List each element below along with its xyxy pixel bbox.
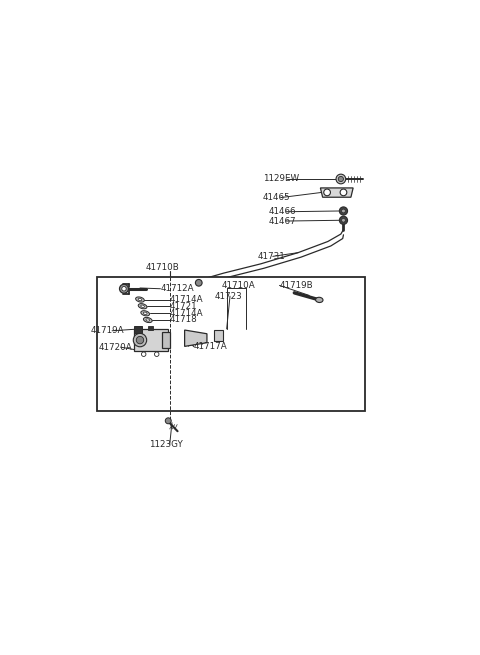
Text: 41466: 41466 xyxy=(268,207,296,216)
Text: 41718: 41718 xyxy=(170,316,197,324)
Text: 41710A: 41710A xyxy=(222,281,255,290)
Polygon shape xyxy=(185,330,207,346)
Ellipse shape xyxy=(141,305,144,307)
Text: 41714A: 41714A xyxy=(170,309,204,318)
Text: 41467: 41467 xyxy=(268,217,296,225)
Circle shape xyxy=(339,207,348,215)
Ellipse shape xyxy=(144,318,152,323)
Text: 41714A: 41714A xyxy=(170,295,204,304)
Bar xyxy=(134,329,168,351)
Circle shape xyxy=(155,352,159,356)
Ellipse shape xyxy=(146,319,150,321)
Bar xyxy=(148,326,154,330)
Circle shape xyxy=(122,286,126,291)
Circle shape xyxy=(120,284,129,293)
Ellipse shape xyxy=(136,297,144,302)
Ellipse shape xyxy=(144,312,147,314)
Text: 41720A: 41720A xyxy=(99,343,133,352)
Text: 41719B: 41719B xyxy=(279,281,313,290)
Ellipse shape xyxy=(138,298,142,301)
Circle shape xyxy=(338,176,344,181)
Text: 41731: 41731 xyxy=(257,252,285,261)
Text: 1129EW: 1129EW xyxy=(263,174,299,183)
Bar xyxy=(162,332,170,348)
Text: 41710B: 41710B xyxy=(145,263,180,272)
Circle shape xyxy=(195,280,202,286)
Ellipse shape xyxy=(141,310,150,316)
Circle shape xyxy=(133,333,147,346)
Text: 41723: 41723 xyxy=(215,291,242,301)
Text: 41717A: 41717A xyxy=(194,343,228,351)
Bar xyxy=(214,330,223,341)
Text: 41465: 41465 xyxy=(263,193,290,202)
Ellipse shape xyxy=(138,304,147,309)
Circle shape xyxy=(342,218,345,222)
Circle shape xyxy=(136,337,144,344)
Bar xyxy=(134,326,142,333)
Circle shape xyxy=(142,352,146,356)
Circle shape xyxy=(336,174,346,184)
Circle shape xyxy=(340,189,347,196)
Circle shape xyxy=(324,189,330,196)
Circle shape xyxy=(342,209,345,213)
Text: 41719A: 41719A xyxy=(91,326,124,335)
Text: 41712A: 41712A xyxy=(160,284,194,293)
Circle shape xyxy=(339,216,348,225)
Bar xyxy=(97,277,365,411)
Circle shape xyxy=(165,418,171,424)
Polygon shape xyxy=(321,188,353,197)
Text: 1123GY: 1123GY xyxy=(149,440,183,449)
Text: 41721: 41721 xyxy=(170,302,197,310)
Ellipse shape xyxy=(315,297,323,303)
